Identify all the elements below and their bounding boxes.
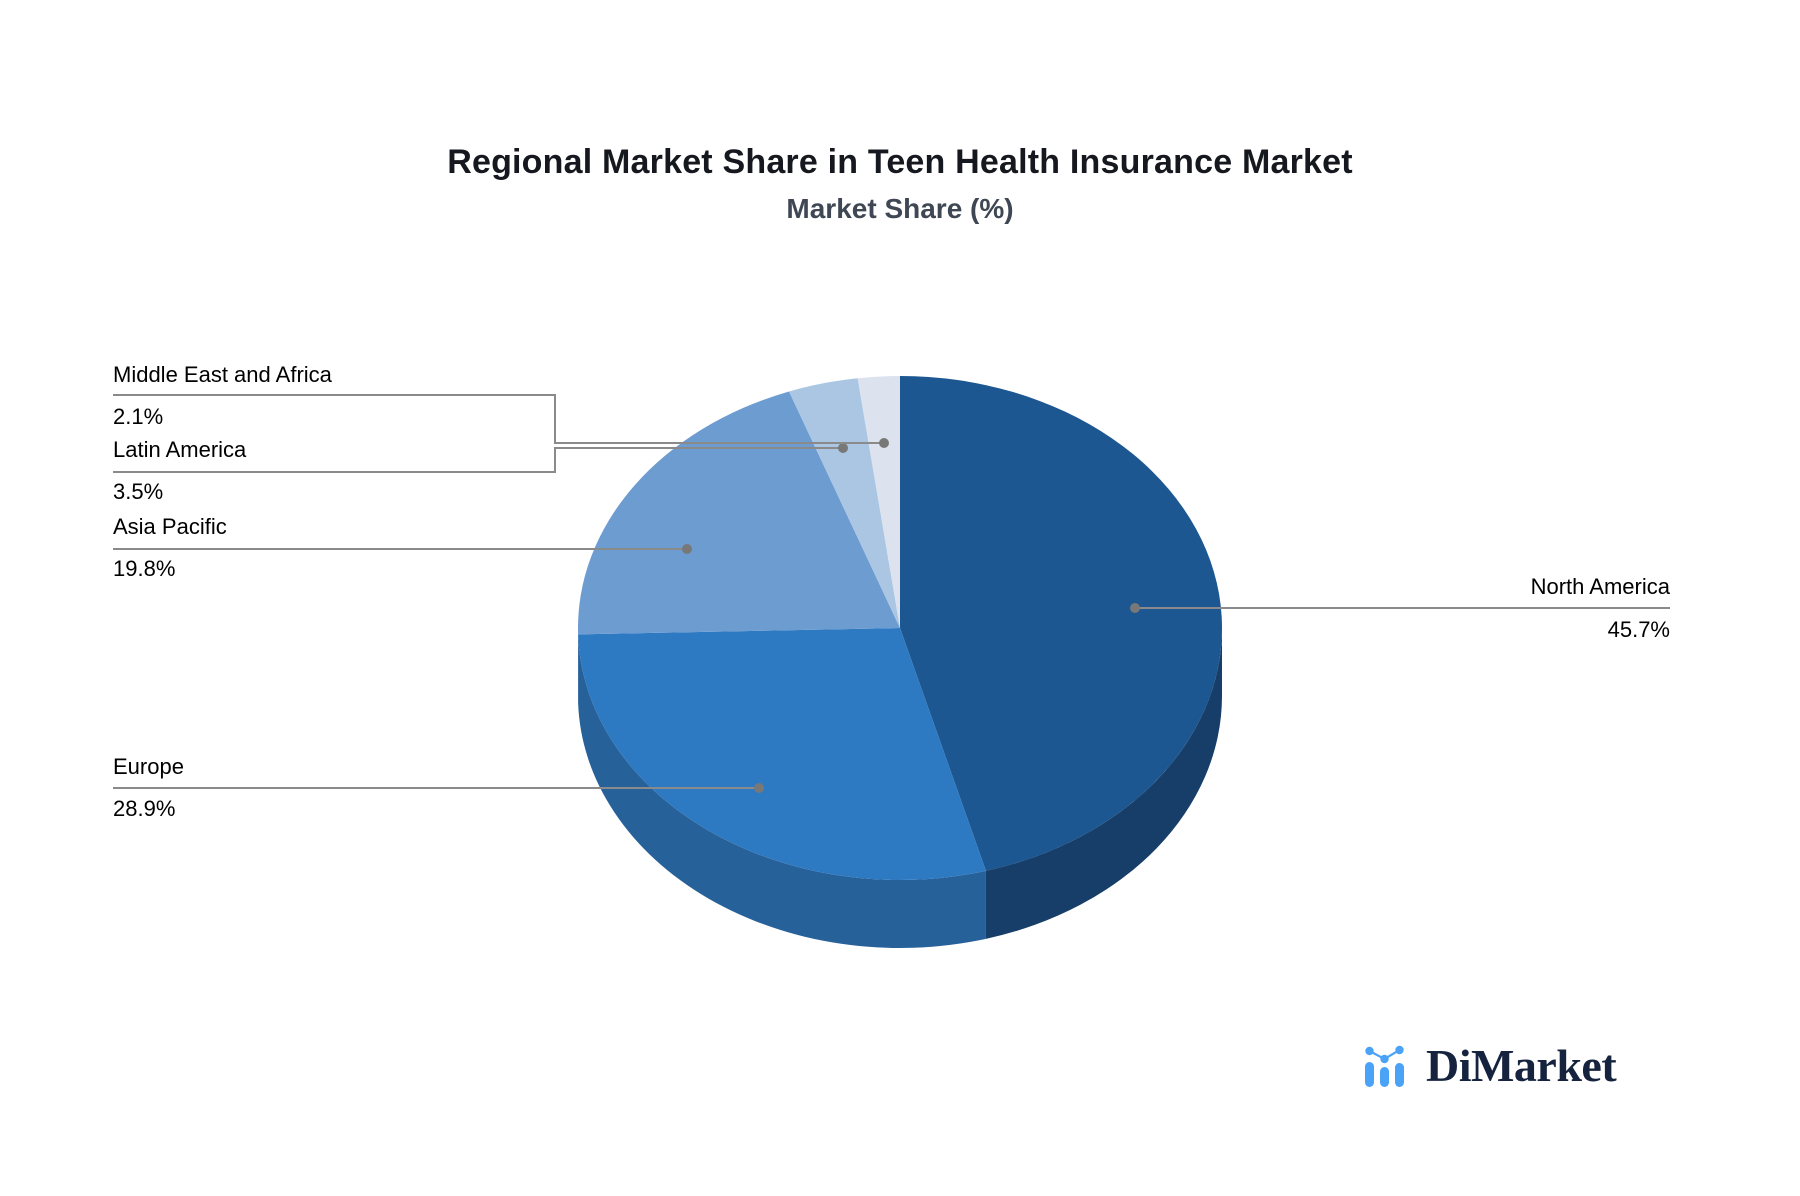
pie-slice-europe[interactable]	[578, 628, 986, 881]
leader-dot-latin-america	[838, 443, 848, 453]
brand-name: DiMarket	[1426, 1040, 1617, 1091]
value-north-america: 45.7%	[1607, 617, 1670, 642]
leader-dot-north-america	[1130, 603, 1140, 613]
pie-slice-north-america[interactable]	[900, 376, 1223, 871]
chart-title: Regional Market Share in Teen Health Ins…	[447, 143, 1353, 181]
bar-chart-logo-icon	[1365, 1045, 1404, 1087]
pie-slice-asia-pacific[interactable]	[577, 391, 900, 635]
leader-line-latin-america	[113, 447, 843, 473]
chart-subtitle: Market Share (%)	[786, 193, 1014, 224]
leader-line-middle-east-and-africa	[113, 394, 884, 444]
brand-logo: DiMarket	[1362, 1036, 1617, 1091]
leader-dot-asia-pacific	[682, 544, 692, 554]
pie-slice-side-north-america	[985, 628, 1222, 939]
label-latin-america: Latin America	[113, 437, 247, 462]
label-middle-east-and-africa: Middle East and Africa	[113, 362, 332, 387]
value-europe: 28.9%	[113, 796, 176, 821]
leader-dot-europe	[754, 783, 764, 793]
label-europe: Europe	[113, 754, 184, 779]
pie-slice-side-europe	[578, 634, 986, 949]
label-north-america: North America	[1530, 574, 1670, 599]
value-asia-pacific: 19.8%	[113, 556, 176, 581]
value-middle-east-and-africa: 2.1%	[113, 404, 164, 429]
label-asia-pacific: Asia Pacific	[113, 514, 227, 539]
pie-slice-middle-east-and-africa[interactable]	[857, 376, 900, 628]
pie-slice-latin-america[interactable]	[789, 378, 900, 628]
leader-dot-middle-east-and-africa	[879, 438, 889, 448]
value-latin-america: 3.5%	[113, 479, 164, 504]
